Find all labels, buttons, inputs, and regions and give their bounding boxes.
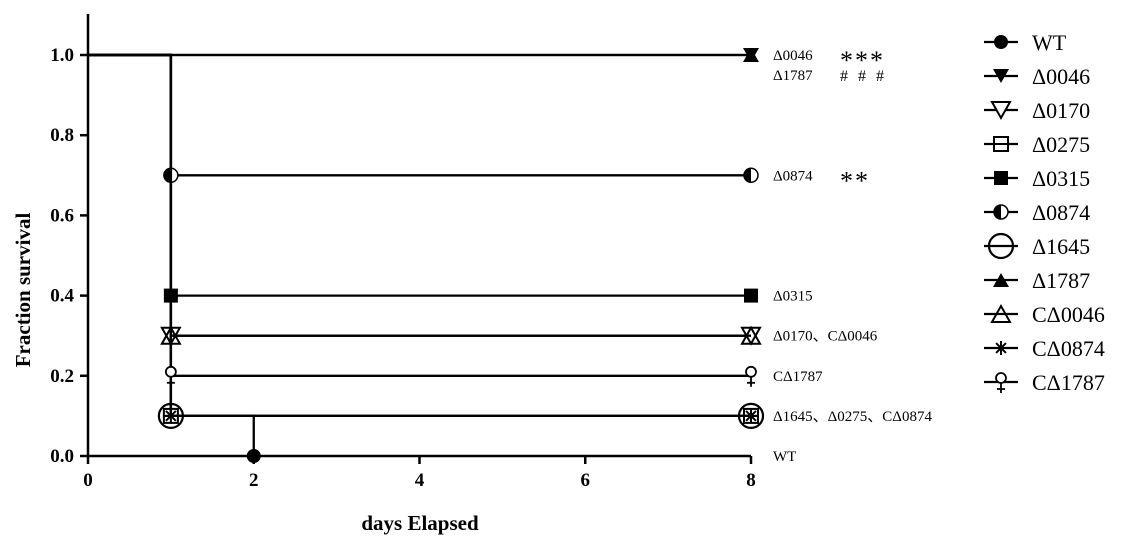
legend-item: WT [984,30,1067,55]
legend-marker [994,35,1008,49]
legend-label: Δ0046 [1032,64,1090,89]
x-tick-label: 0 [83,470,93,491]
series-9 [88,53,762,345]
data-point [744,288,758,303]
legend-marker [994,171,1008,185]
legend-item: Δ0170 [984,98,1090,123]
legend-item: Δ1645 [984,232,1090,260]
y-tick-label: 0.4 [50,286,74,307]
legend: WT Δ0046 Δ0170 Δ0275 Δ0315 Δ0874 Δ1645 Δ1787 CΔ0… [984,30,1105,395]
series-line [88,53,751,418]
data-point [246,449,261,463]
legend-label: CΔ0046 [1032,302,1105,327]
y-tick-label: 0.2 [50,366,74,387]
series-10 [88,53,758,423]
data-point [744,408,758,423]
legend-item: CΔ1787 [984,370,1105,395]
legend-label: Δ0315 [1032,166,1090,191]
y-axis-title: Fraction survival [11,213,35,368]
legend-label: CΔ0874 [1032,336,1105,361]
legend-label: Δ1645 [1032,234,1090,259]
legend-marker [990,303,1012,323]
annotations: Δ0046 Δ1787 Δ0874 Δ0315 Δ0170、CΔ0046 CΔ1787 Δ1… [773,46,932,465]
series-6 [88,53,759,184]
series-line [88,53,751,377]
series-line [88,53,751,337]
series-8 [88,48,759,62]
series-1 [88,53,261,463]
series-line [88,53,751,418]
series-line [88,53,751,177]
legend-item: Δ0315 [984,166,1090,191]
legend-marker [993,204,1009,220]
significance-mark: ** [840,166,870,195]
series-4 [88,53,759,424]
legend-item: Δ0275 [984,132,1090,157]
x-axis-title: days Elapsed [361,511,479,535]
legend-marker [994,341,1008,355]
axes: 0.0 0.2 0.4 0.6 0.8 1.0 0 2 4 6 8 [50,14,756,491]
legend-label: Δ1787 [1032,268,1090,293]
series-7 [88,53,765,429]
series-line [88,53,751,418]
y-tick-label: 0.0 [50,446,74,467]
data-point [740,325,762,345]
legend-item: Δ0046 [984,64,1090,89]
significance-mark: # # # [840,68,887,85]
series-11 [88,53,757,387]
data-point [163,408,178,423]
plot-area [88,48,765,463]
legend-label: WT [1032,30,1067,55]
x-tick-label: 2 [249,470,259,491]
legend-label: CΔ1787 [1032,370,1105,395]
legend-label: Δ0275 [1032,132,1090,157]
legend-label: Δ0874 [1032,200,1090,225]
y-tick-label: 0.6 [50,205,74,226]
line-annotation: Δ0315 [773,289,813,305]
x-tick-label: 8 [746,470,756,491]
legend-marker [990,101,1012,121]
data-point [743,167,759,184]
legend-marker [987,232,1015,260]
legend-label: Δ0170 [1032,98,1090,123]
legend-marker [993,273,1009,287]
data-point [743,48,759,62]
legend-item: Δ0874 [984,200,1090,225]
legend-item: Δ1787 [984,268,1090,293]
legend-marker [993,69,1009,83]
line-annotation: Δ0046 [773,48,813,64]
significance-mark: *** [840,46,885,75]
series-5 [88,53,758,303]
y-tick-label: 0.8 [50,125,74,146]
line-annotation: Δ0874 [773,168,813,184]
line-annotation: Δ1645、Δ0275、CΔ0874 [773,409,932,425]
line-annotation: Δ0170、CΔ0046 [773,329,878,345]
data-point [745,365,757,387]
data-point [164,365,177,387]
line-annotation: WT [773,449,796,465]
series-3 [88,53,762,346]
legend-marker [995,372,1007,393]
x-tick-label: 6 [581,470,591,491]
line-annotation: Δ1787 [773,68,813,84]
legend-marker [993,136,1009,152]
series-line [88,53,751,337]
legend-item: CΔ0874 [984,336,1105,361]
legend-item: CΔ0046 [984,302,1105,327]
line-annotation: CΔ1787 [773,369,823,385]
y-tick-label: 1.0 [50,45,74,66]
x-tick-label: 4 [415,470,425,491]
